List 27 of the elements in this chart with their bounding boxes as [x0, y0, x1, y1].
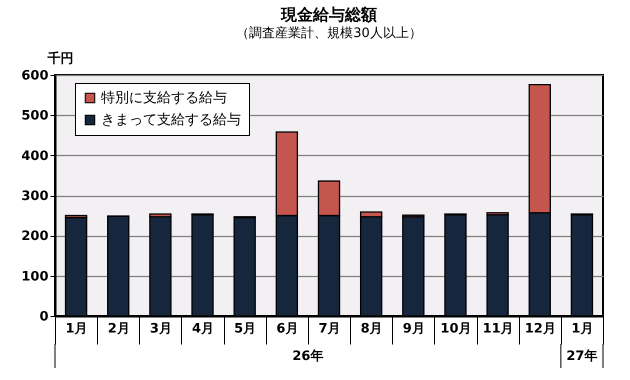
x-tick-label: 8月	[360, 322, 383, 336]
y-tick-label: 200	[21, 229, 48, 244]
x-tick-label: 2月	[108, 322, 130, 336]
chart-subtitle: （調査産業計、規模30人以上）	[236, 25, 422, 41]
x-tick-label: 3月	[150, 322, 172, 336]
y-tick-label: 500	[21, 108, 48, 124]
x-tick-label: 11月	[482, 322, 514, 336]
y-tick-label: 100	[21, 269, 48, 284]
y-tick-label: 300	[21, 189, 48, 204]
x-tick-label: 5月	[234, 322, 256, 336]
y-tick-label: 400	[21, 148, 48, 164]
legend-label: 特別に支給する給与	[101, 90, 227, 106]
y-tick-label: 600	[21, 68, 48, 84]
x-tick-label: 7月	[318, 322, 341, 336]
x-tick-label: 9月	[402, 322, 425, 336]
text: 27年	[566, 349, 598, 364]
x-tick-label: 1月	[571, 322, 594, 336]
x-tick-label: 4月	[192, 322, 214, 336]
x-tick-label: 1月	[66, 322, 88, 336]
y-axis-title: 千円	[46, 50, 74, 66]
x-tick-label: 6月	[276, 322, 298, 336]
y-tick-label: 0	[39, 310, 48, 324]
x-tick-label: 10月	[440, 322, 472, 336]
chart-title: 現金給与総額	[280, 5, 377, 24]
text: 26年	[292, 349, 324, 364]
x-tick-label: 12月	[524, 322, 556, 336]
legend-label: きまって支給する給与	[101, 112, 241, 128]
